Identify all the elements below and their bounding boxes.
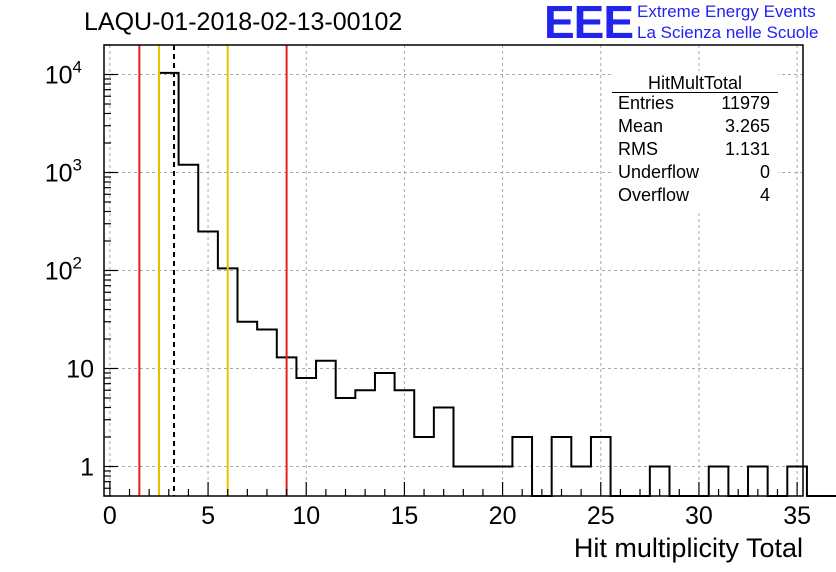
- y-tick-label: 103: [45, 156, 82, 188]
- histogram-bin: [355, 390, 375, 496]
- histogram-bin: [257, 330, 277, 496]
- stats-value: 11979: [721, 93, 770, 113]
- x-tick-label: 35: [783, 502, 811, 530]
- stats-key: Overflow: [618, 185, 690, 205]
- x-tick-label: 20: [489, 502, 517, 530]
- histogram-bin: [375, 373, 395, 496]
- histogram-bin: [159, 73, 179, 496]
- eee-logo: EEE Extreme Energy Events La Scienza nel…: [544, 0, 834, 48]
- histogram-bin: [316, 361, 336, 496]
- histogram-bin: [512, 437, 532, 496]
- logo-mark: EEE: [544, 0, 634, 48]
- stats-value: 3.265: [724, 116, 770, 136]
- stats-key: Mean: [618, 116, 664, 136]
- stats-box: HitMultTotal Entries 11979 Mean 3.265 RM…: [612, 71, 778, 211]
- y-tick-label: 10: [66, 355, 94, 383]
- stats-row-underflow: Underflow 0: [618, 162, 770, 184]
- histogram-bin: [179, 165, 199, 496]
- stats-row-overflow: Overflow 4: [618, 185, 770, 207]
- stats-divider: [612, 92, 778, 93]
- x-axis-label: Hit multiplicity Total: [573, 533, 803, 563]
- histogram-bin: [336, 398, 356, 496]
- stats-row-mean: Mean 3.265: [618, 116, 770, 138]
- stats-title: HitMultTotal: [647, 73, 743, 93]
- stats-value: 1.131: [724, 139, 770, 159]
- stats-key: RMS: [618, 139, 658, 159]
- stats-key: Underflow: [618, 162, 700, 182]
- y-tick-label: 1: [80, 453, 94, 481]
- x-tick-label: 15: [391, 502, 419, 530]
- y-tick-label: 104: [45, 58, 82, 90]
- histogram-bin: [238, 322, 258, 496]
- x-tick-label: 0: [103, 502, 117, 530]
- y-tick-label: 102: [45, 254, 82, 286]
- stats-row-rms: RMS 1.131: [618, 139, 770, 161]
- x-tick-label: 25: [587, 502, 615, 530]
- x-tick-label: 30: [685, 502, 713, 530]
- x-tick-label: 10: [292, 502, 320, 530]
- histogram-bin: [434, 407, 454, 496]
- stats-row-entries: Entries 11979: [618, 93, 770, 115]
- run-title: LAQU-01-2018-02-13-00102: [84, 8, 403, 36]
- x-tick-label: 5: [201, 502, 215, 530]
- stats-value: 0: [759, 162, 770, 182]
- stats-key: Entries: [618, 93, 675, 113]
- logo-line-2: La Scienza nelle Scuole: [637, 23, 819, 42]
- logo-line-1: Extreme Energy Events: [637, 2, 816, 21]
- stats-value: 4: [759, 185, 770, 205]
